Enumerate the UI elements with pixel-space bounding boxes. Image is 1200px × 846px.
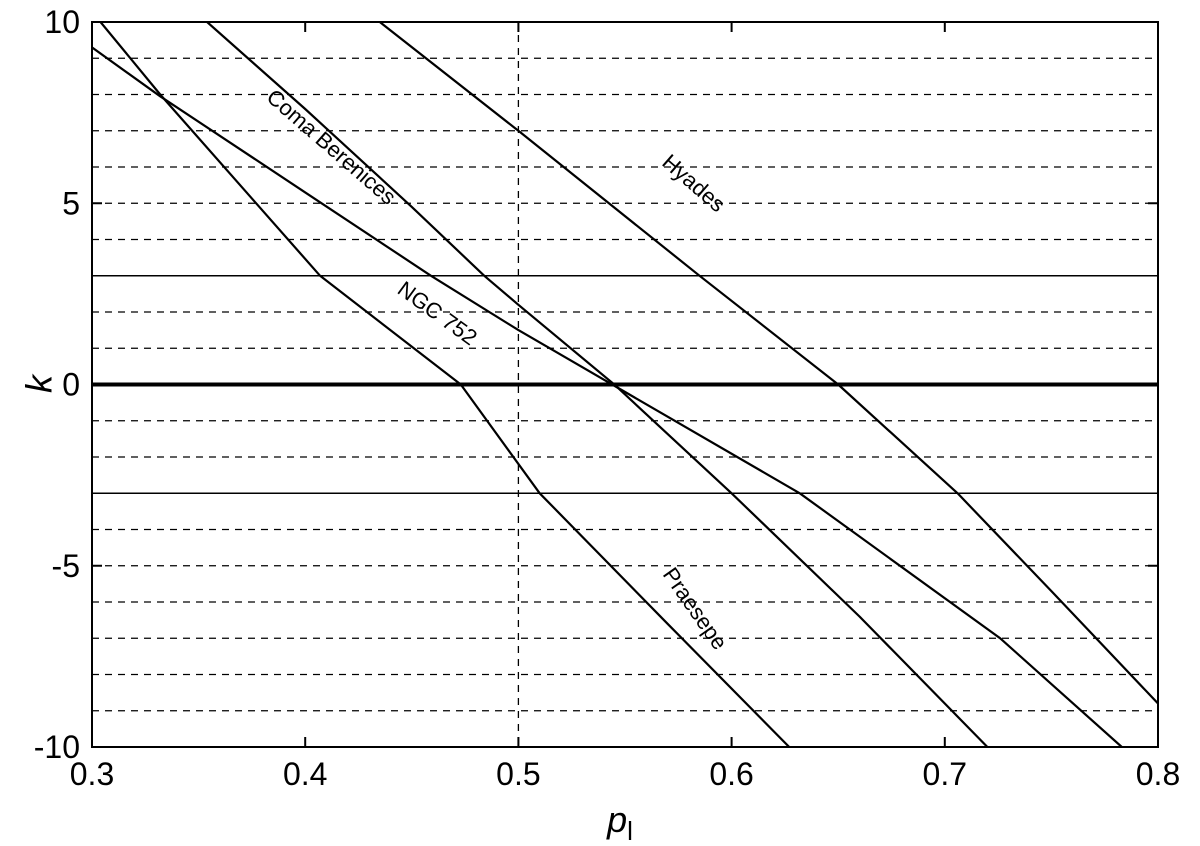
series-label: Hyades <box>658 149 731 217</box>
x-axis-label-main: p <box>606 799 627 840</box>
series-label: NGC 752 <box>393 276 482 350</box>
y-axis-label: k <box>19 373 60 393</box>
x-tick-label: 0.4 <box>283 756 327 792</box>
y-tick-label: -10 <box>34 729 80 765</box>
series-line <box>206 22 989 747</box>
y-tick-label: 5 <box>62 185 80 221</box>
x-tick-label: 0.3 <box>70 756 114 792</box>
y-tick-label: 0 <box>62 367 80 403</box>
x-tick-label: 0.6 <box>709 756 753 792</box>
y-tick-label: -5 <box>52 548 80 584</box>
x-tick-label: 0.8 <box>1136 756 1180 792</box>
x-axis-label: pl <box>606 799 633 841</box>
series-label: Praesepe <box>658 563 733 654</box>
x-axis-label-sub: l <box>627 816 633 841</box>
x-tick-label: 0.7 <box>923 756 967 792</box>
series-line <box>99 22 790 747</box>
x-tick-label: 0.5 <box>496 756 540 792</box>
series-line <box>379 22 1158 705</box>
series-label: Coma Berenices <box>262 84 401 210</box>
series-line <box>92 46 1123 747</box>
y-tick-label: 10 <box>44 4 80 40</box>
